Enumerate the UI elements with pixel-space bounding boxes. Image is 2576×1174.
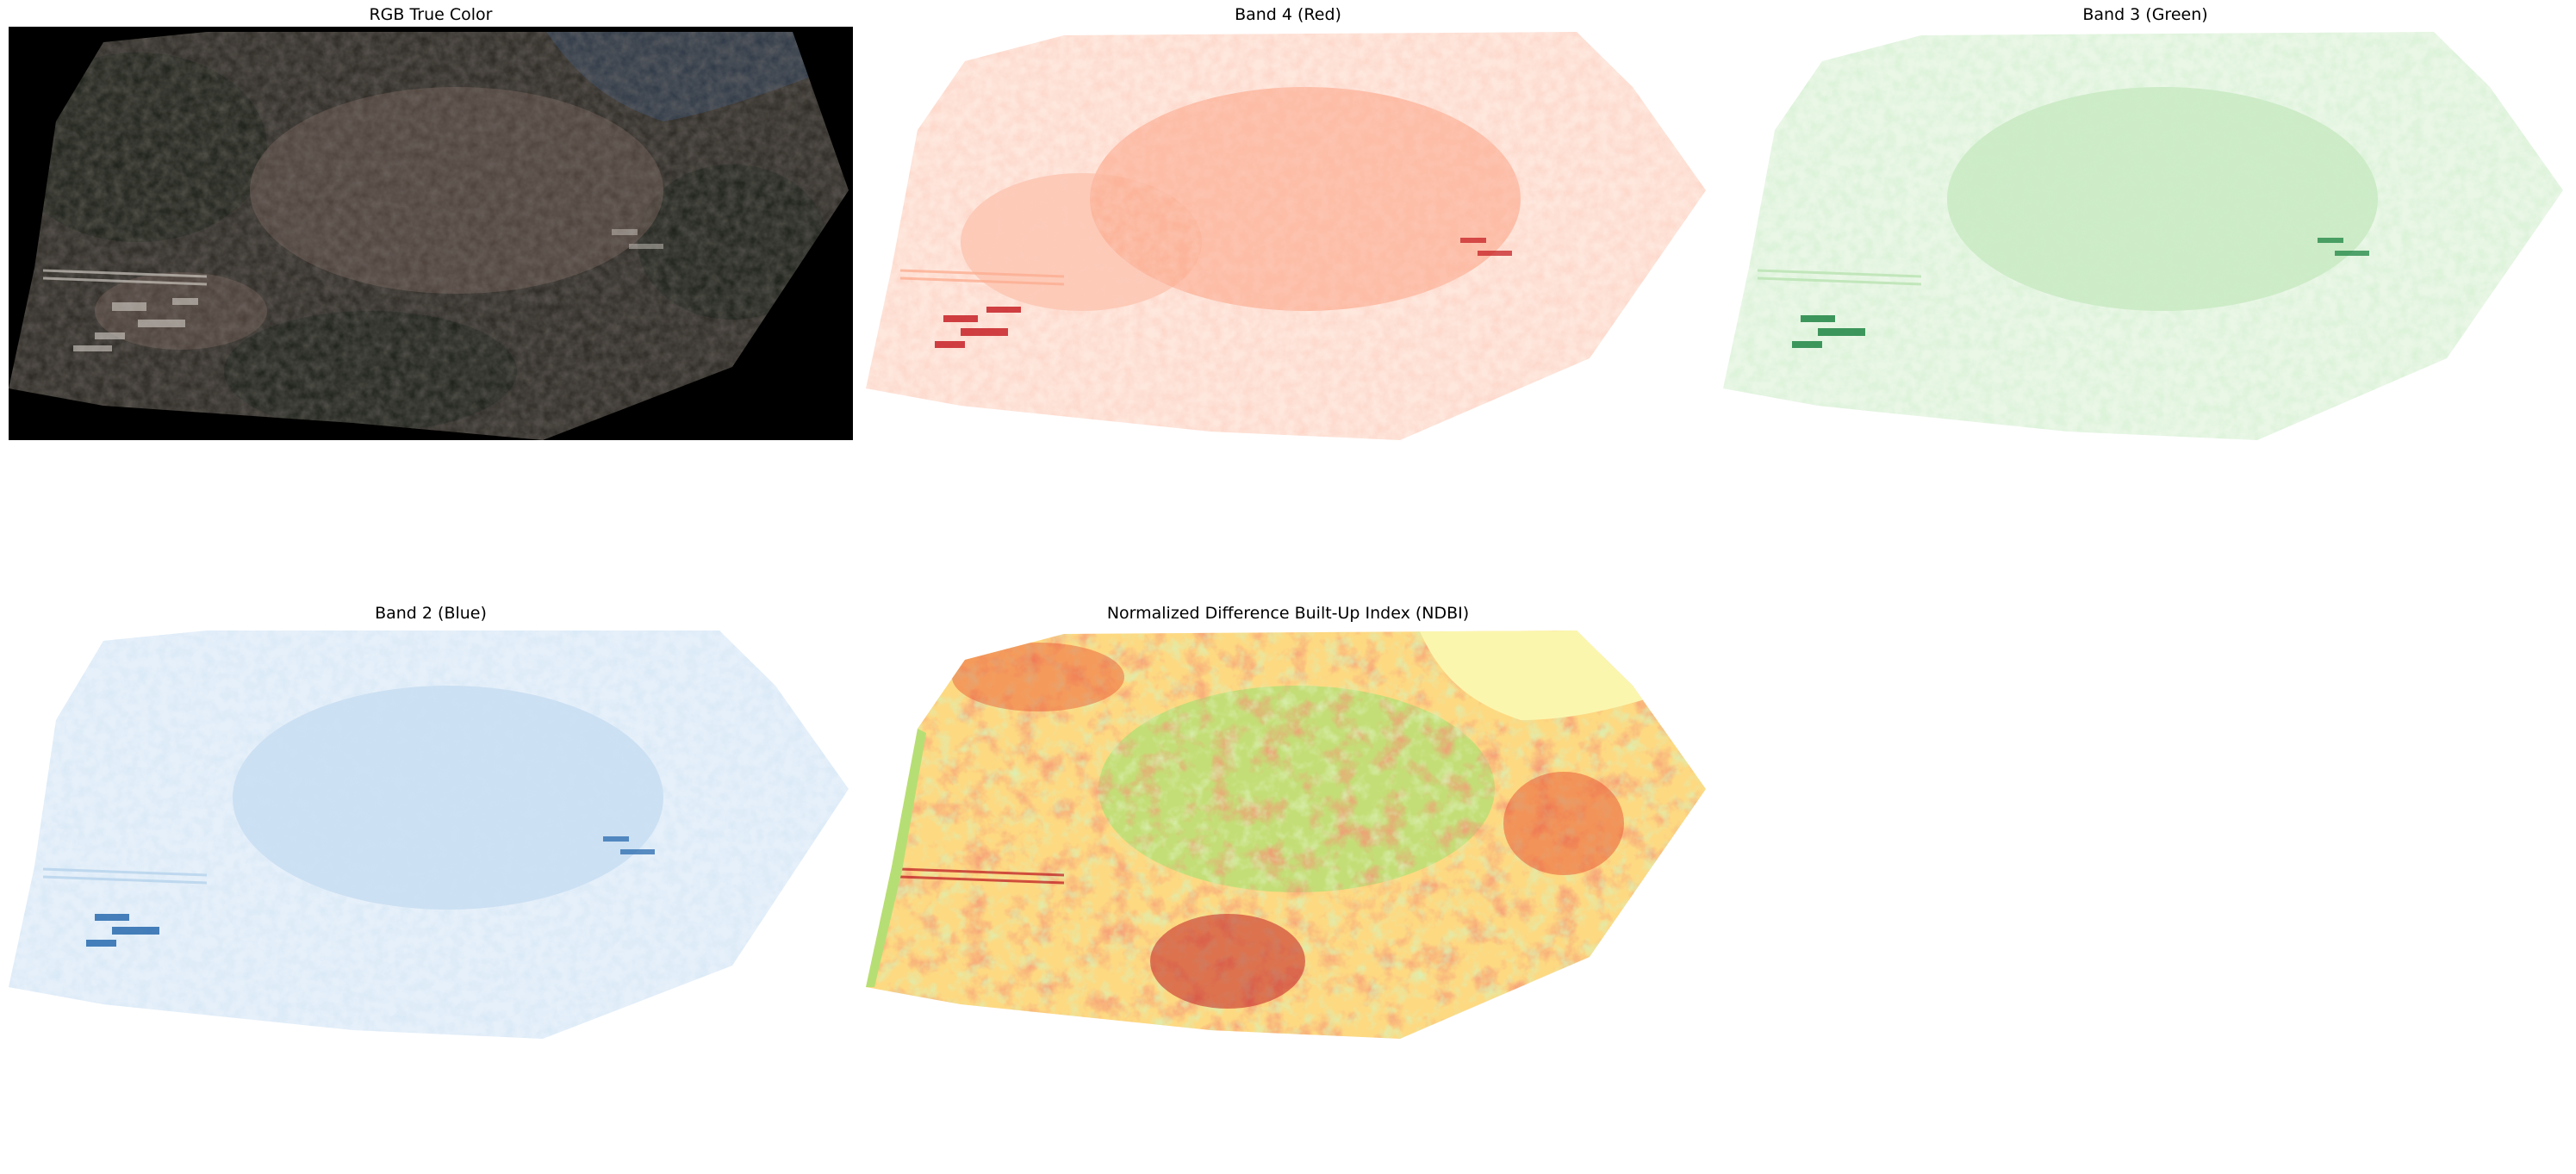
band3-image [1723,32,2563,440]
ndbi-coast-strip [866,729,926,987]
rgb-noise-texture [9,32,849,440]
ndbi-image [866,630,1706,1039]
rgb-runway [42,269,208,286]
band4-runway [899,269,1065,286]
panel-band2-blue: Band 2 (Blue) [9,604,853,1039]
band2-industrial-east [603,836,655,854]
panel-rgb-true-color: RGB True Color [9,5,853,440]
ndbi-runway [899,867,1065,885]
band3-industrial-east [2318,238,2369,256]
band4-noise-texture [866,32,1706,440]
ndbi-hotspot-east [1503,772,1624,875]
rgb-industrial-sw [73,298,198,351]
rgb-image [9,27,853,440]
band3-noise-texture [1723,32,2563,440]
panel-ndbi: Normalized Difference Built-Up Index (ND… [866,604,1710,1039]
panel-title: Band 3 (Green) [2082,5,2208,24]
band3-industrial-sw [1792,315,1865,348]
band4-image [866,32,1706,440]
panel-title: RGB True Color [369,5,493,24]
rgb-industrial-east [612,229,663,249]
band2-noise-texture [9,630,849,1039]
panel-title: Band 4 (Red) [1235,5,1341,24]
panel-title: Normalized Difference Built-Up Index (ND… [1106,604,1470,623]
band3-runway [1757,269,1922,286]
panel-band4-red: Band 4 (Red) [866,5,1710,440]
ndbi-hotspot-north [952,643,1124,711]
panel-title: Band 2 (Blue) [375,604,487,623]
band2-industrial-sw [86,914,159,947]
band4-industrial-east [1460,238,1512,256]
band2-runway [42,867,208,885]
ndbi-hotspot-south [1150,914,1305,1009]
band2-image [9,630,849,1039]
panel-band3-green: Band 3 (Green) [1723,5,2567,440]
band4-industrial-sw [935,307,1021,348]
